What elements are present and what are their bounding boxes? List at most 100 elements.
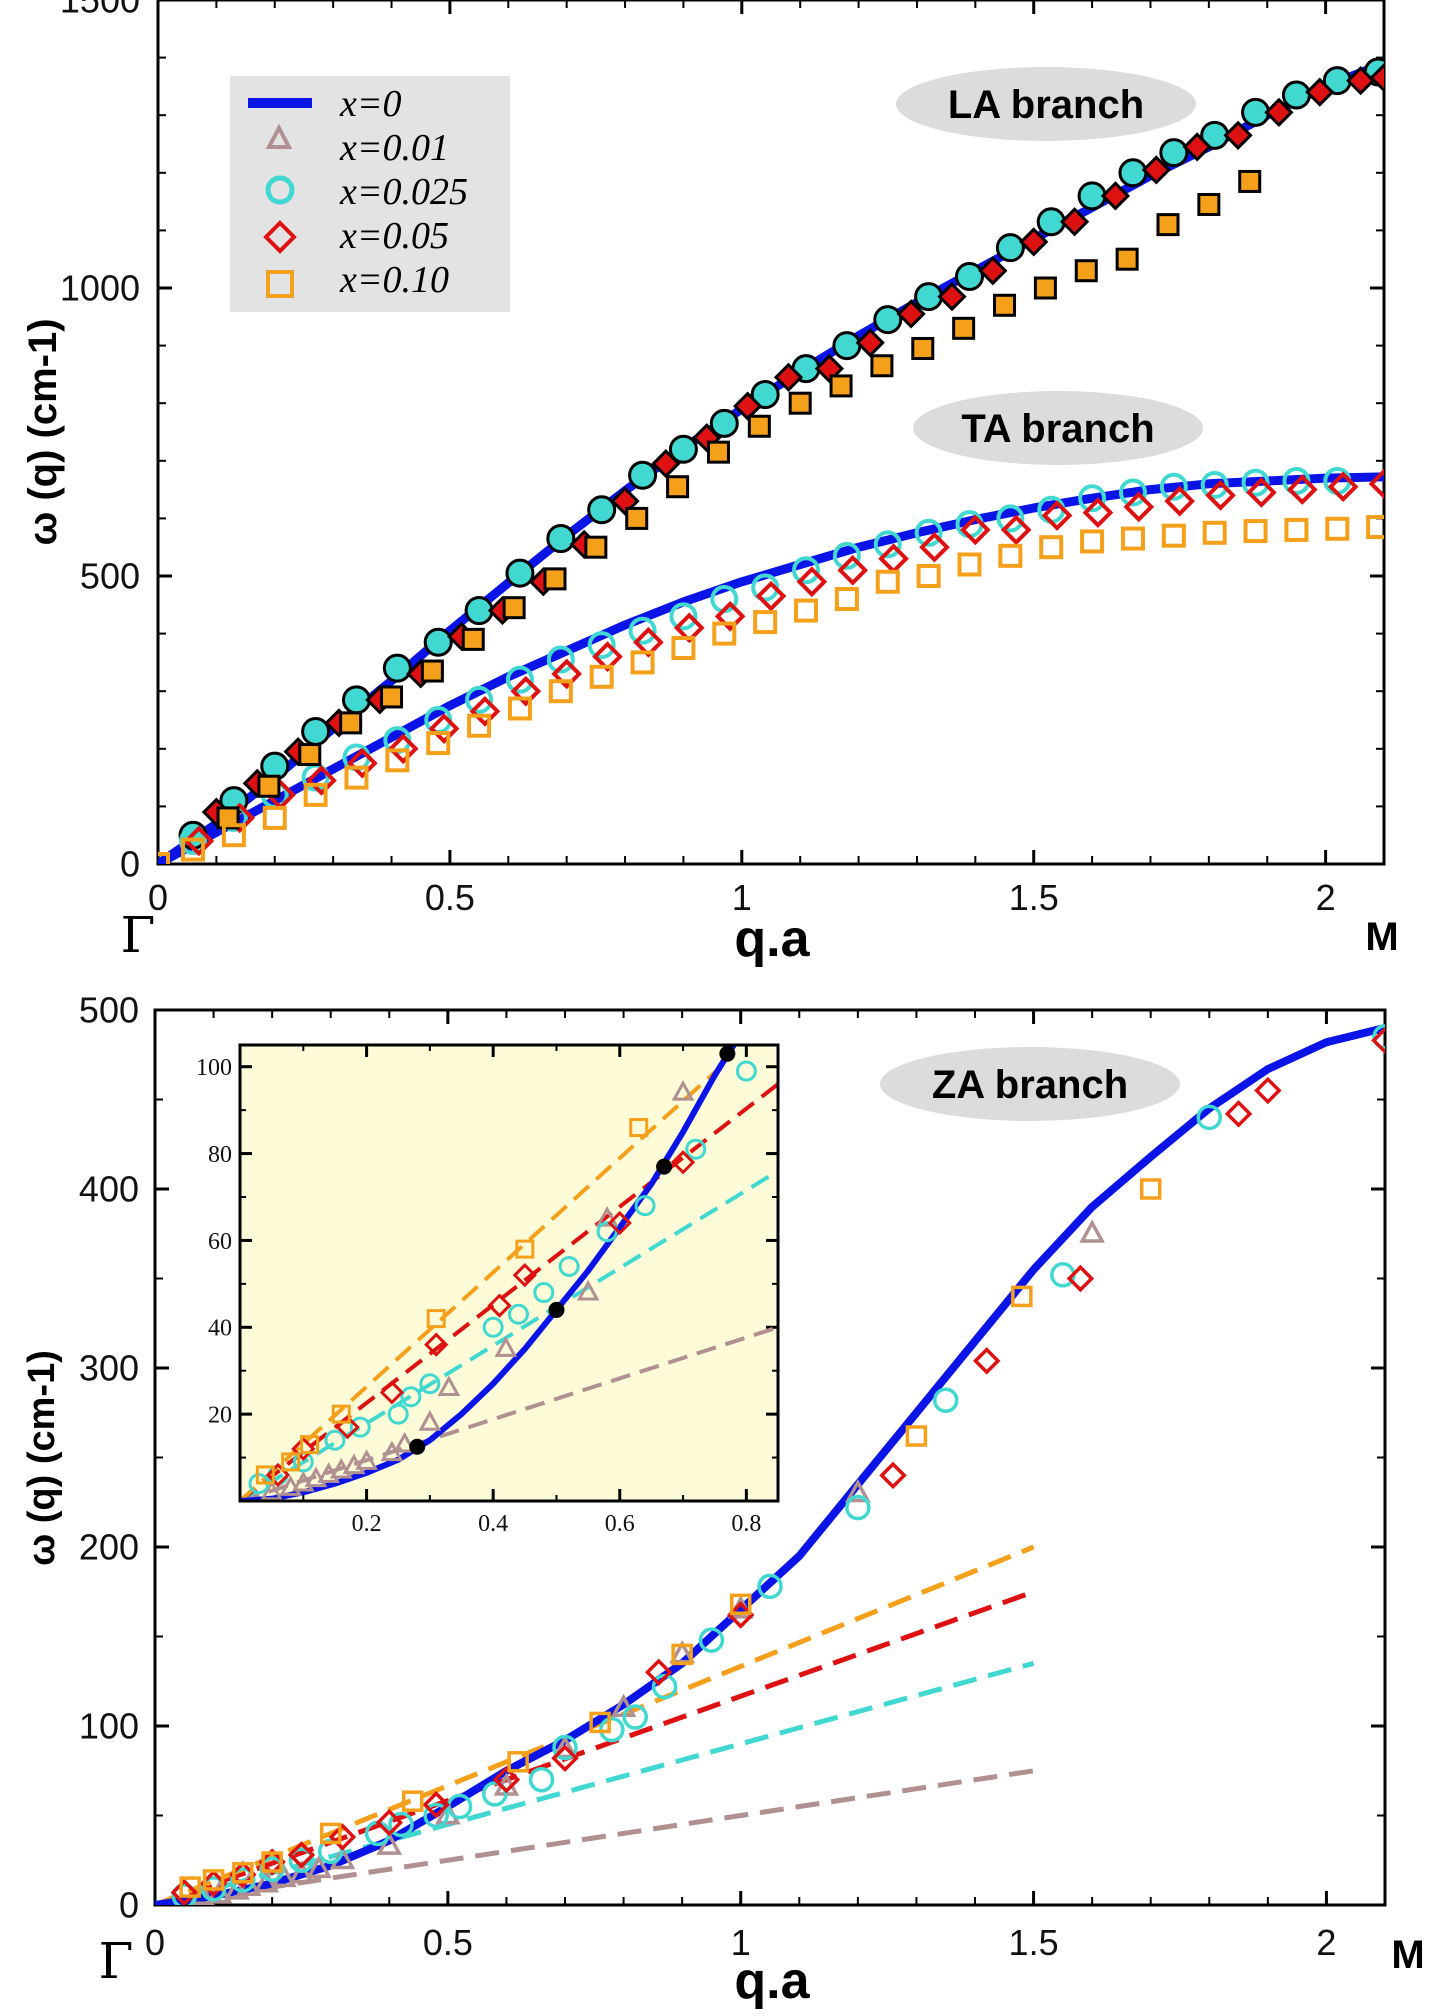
x005-la-point bbox=[692, 423, 722, 453]
x0025-ta-point bbox=[587, 631, 616, 660]
x005-za-point bbox=[551, 1744, 579, 1772]
x-tick-label: 1.5 bbox=[1009, 877, 1059, 918]
x010-la-point bbox=[380, 685, 404, 709]
x010-za-point bbox=[232, 1862, 254, 1884]
x005-linear-fit bbox=[155, 1589, 1035, 1905]
inset-crossover-dot bbox=[656, 1158, 673, 1175]
y-tick-label: 400 bbox=[79, 1169, 139, 1210]
x005-ta-point bbox=[1000, 514, 1032, 546]
x010-ta-point bbox=[834, 587, 859, 612]
x010-la-point bbox=[1115, 247, 1139, 271]
ta-branch-label: TA branch bbox=[961, 407, 1154, 451]
inset-crossover-dot bbox=[719, 1045, 736, 1062]
inset-crossover-dot bbox=[409, 1438, 426, 1455]
x005-za-point bbox=[1224, 1100, 1253, 1128]
x010-la-point bbox=[216, 806, 240, 830]
inset-x0025-point bbox=[400, 1386, 422, 1408]
la-branch-bubble bbox=[896, 67, 1196, 141]
x010-za-point bbox=[507, 1751, 529, 1773]
x010-la-point bbox=[502, 596, 526, 620]
x010-za-point bbox=[202, 1869, 225, 1891]
x005-la-point bbox=[896, 299, 926, 329]
x0025-la-point bbox=[832, 331, 862, 361]
x010-ta-point bbox=[1366, 515, 1384, 540]
inset-frame-border bbox=[238, 1043, 780, 1503]
x-tick-label: 0.5 bbox=[423, 1922, 473, 1963]
x005-la-point bbox=[1019, 227, 1049, 257]
inset-x005-point bbox=[265, 1462, 291, 1488]
legend-square-marker bbox=[266, 270, 294, 298]
bottom-plot-area bbox=[155, 1024, 1385, 1905]
x0025-la-point bbox=[423, 627, 453, 657]
x010-ta-point bbox=[467, 713, 492, 738]
x0025-ta-point bbox=[546, 645, 575, 674]
y-tick-label: 100 bbox=[196, 1055, 232, 1081]
x010-ta-point bbox=[385, 748, 410, 773]
x0025-la-point bbox=[382, 653, 412, 683]
inset-x010-point bbox=[331, 1404, 351, 1424]
x010-ta-point bbox=[753, 610, 778, 635]
x005-za-point bbox=[170, 1878, 199, 1905]
y-tick-label: 40 bbox=[208, 1316, 232, 1342]
x010-ta-point bbox=[794, 598, 819, 623]
x010-za-point bbox=[589, 1711, 611, 1734]
x010-la-point bbox=[706, 440, 730, 464]
x005-la-point bbox=[651, 449, 681, 479]
x010-la-point bbox=[911, 336, 935, 360]
x005-za-point bbox=[972, 1347, 1001, 1375]
inset-x001-point bbox=[595, 1205, 619, 1227]
x010-ta-point bbox=[1243, 519, 1268, 544]
x001-za-point bbox=[844, 1478, 871, 1503]
x0025-ta-point bbox=[465, 685, 494, 714]
y-tick-label: 100 bbox=[79, 1706, 139, 1747]
x0025-la-point bbox=[587, 495, 617, 525]
x010-la-point bbox=[625, 506, 649, 530]
x-tick-label: 2 bbox=[1316, 877, 1336, 918]
x010-za-point bbox=[261, 1851, 283, 1873]
x005-ta-point bbox=[510, 675, 542, 707]
x0025-la-point bbox=[505, 558, 535, 588]
x0025-ta-point bbox=[914, 518, 943, 547]
x010-za-point bbox=[671, 1643, 693, 1666]
x0025-la-point bbox=[954, 261, 984, 291]
x005-la-point bbox=[1182, 132, 1212, 162]
x010-la-point bbox=[298, 743, 322, 767]
x0025-ta-point bbox=[832, 541, 861, 570]
x-tick-label: 2 bbox=[1316, 1922, 1336, 1963]
bottom-y-axis-title: ω (q) (cm-1) bbox=[21, 1350, 63, 1566]
legend-label-x0: x=0 bbox=[339, 83, 402, 125]
top-x-axis-title: q.a bbox=[734, 910, 810, 968]
legend-label-x010: x=0.10 bbox=[339, 259, 449, 301]
x010-la-point bbox=[870, 354, 894, 378]
x005-ta-point bbox=[673, 612, 705, 644]
za-branch-bubble bbox=[880, 1047, 1180, 1121]
x010-la-point bbox=[788, 391, 812, 415]
x0025-ta-point bbox=[505, 665, 534, 694]
y-tick-label: 80 bbox=[208, 1142, 232, 1168]
x010-la-point bbox=[952, 316, 976, 340]
x005-ta-point bbox=[1164, 485, 1195, 517]
x0025-za-point bbox=[423, 1802, 449, 1829]
x010-ta-point bbox=[262, 805, 287, 830]
x005-ta-point bbox=[796, 566, 828, 598]
x010-ta-point bbox=[344, 765, 369, 790]
x0025-za-point bbox=[622, 1704, 649, 1730]
x0025-la-point bbox=[546, 524, 576, 554]
x010-ta-point bbox=[712, 621, 737, 646]
x010-ta-point bbox=[426, 731, 451, 756]
inset-x005-point bbox=[424, 1332, 449, 1357]
x010-ta-point bbox=[1202, 520, 1227, 545]
x005-za-point bbox=[375, 1808, 404, 1837]
x005-za-point bbox=[1066, 1264, 1095, 1293]
x0025-ta-point bbox=[628, 616, 657, 645]
inset-x005-point bbox=[291, 1436, 316, 1462]
x0025-za-point bbox=[317, 1838, 344, 1865]
top-plot-area bbox=[158, 57, 1384, 864]
inset-crossover-dot bbox=[548, 1301, 565, 1318]
x010-ta-point bbox=[998, 543, 1023, 568]
x005-la-point bbox=[937, 282, 967, 312]
x0025-la-point bbox=[668, 434, 698, 464]
x010-la-point bbox=[420, 659, 444, 683]
x005-la-point bbox=[773, 362, 804, 392]
x001-za-point bbox=[288, 1860, 315, 1884]
